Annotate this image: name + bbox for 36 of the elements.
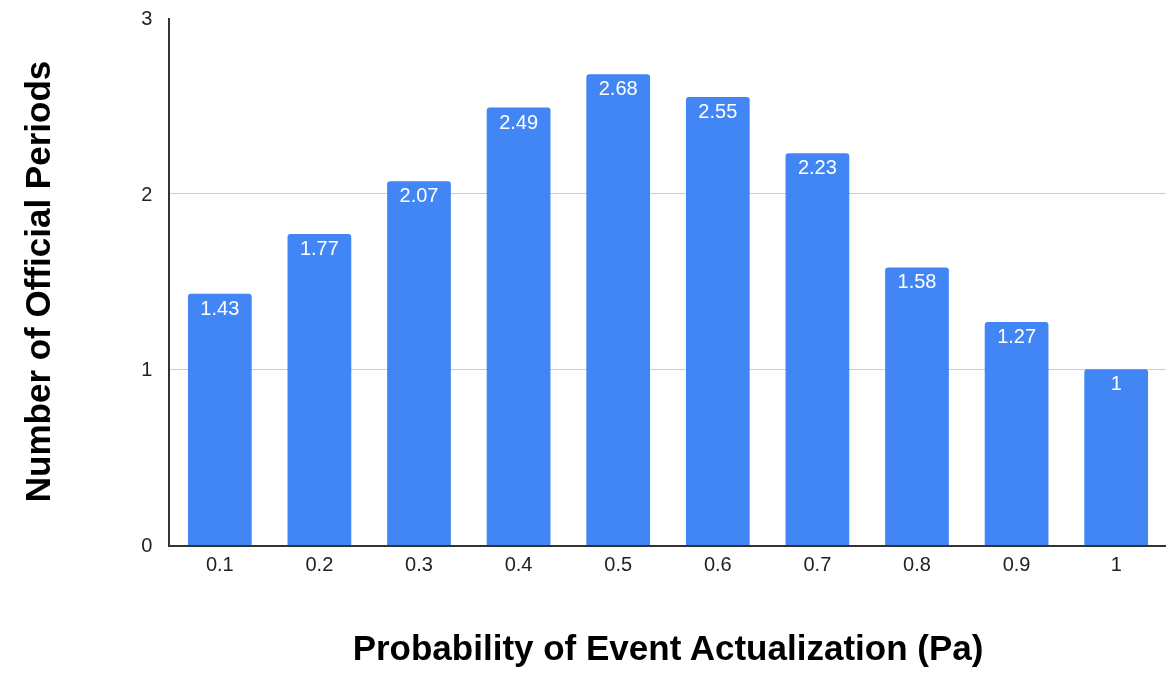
data-label: 1.43: [200, 296, 240, 319]
x-tick-label: 0.8: [903, 552, 931, 575]
x-tick-label: 0.9: [1002, 552, 1031, 575]
bar: [486, 107, 551, 545]
data-label: 2.07: [399, 184, 439, 207]
y-tick-label: 0: [141, 534, 153, 556]
bar: [586, 74, 651, 545]
x-tick-label: 0.7: [803, 552, 832, 575]
data-label: 2.55: [698, 100, 738, 123]
bar: [785, 153, 850, 545]
y-tick-label: 3: [141, 7, 153, 29]
data-label: 2.23: [797, 156, 837, 179]
data-label: 2.68: [598, 77, 638, 100]
data-label: 1: [1110, 372, 1122, 395]
bar: [187, 293, 252, 545]
x-tick-label: 0.5: [604, 552, 633, 575]
y-tick-label: 2: [141, 182, 153, 205]
bar: [885, 267, 949, 545]
x-tick-label: 1: [1110, 552, 1122, 575]
x-tick-label: 0.1: [205, 552, 234, 575]
y-tick-label: 1: [141, 358, 153, 381]
x-tick-label: 0.6: [703, 552, 732, 575]
data-label: 1.58: [897, 270, 937, 293]
data-label: 2.49: [499, 110, 539, 133]
data-label: 1.77: [299, 237, 339, 260]
bar: [984, 321, 1049, 545]
bar: [1084, 369, 1149, 545]
x-axis-title: Probability of Event Actualization (Pa): [352, 628, 984, 668]
y-axis-title: Number of Official Periods: [17, 60, 57, 503]
x-tick-label: 0.2: [305, 552, 334, 575]
bar: [287, 234, 352, 545]
x-tick-label: 0.3: [405, 552, 433, 575]
data-label: 1.27: [997, 324, 1037, 347]
bar: [685, 97, 750, 545]
bar: [387, 181, 451, 545]
x-tick-label: 0.4: [504, 552, 533, 575]
